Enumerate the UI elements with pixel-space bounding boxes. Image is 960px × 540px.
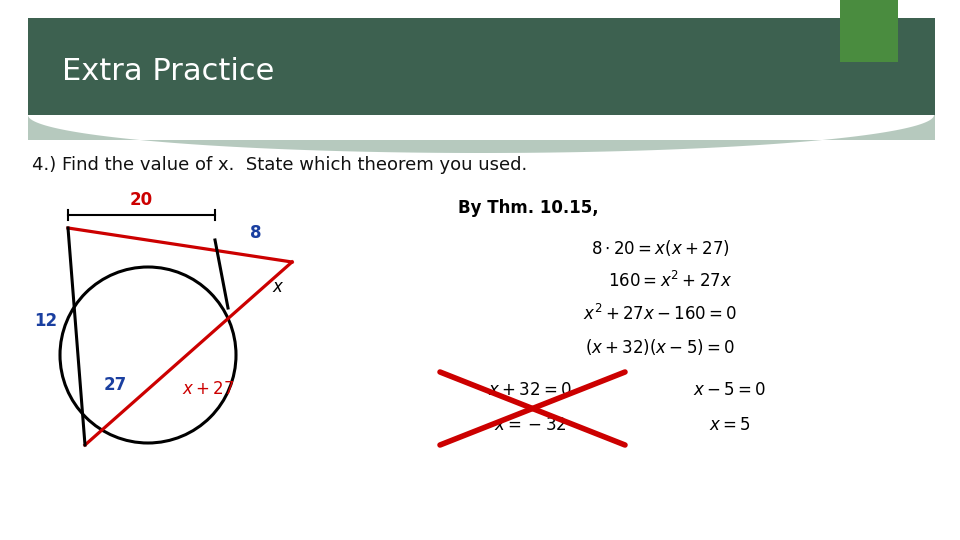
Text: 12: 12: [35, 313, 58, 330]
Text: $x^2 + 27x - 160 = 0$: $x^2 + 27x - 160 = 0$: [583, 304, 737, 324]
Text: $x + 27$: $x + 27$: [182, 380, 234, 397]
Text: $x = -32$: $x = -32$: [493, 416, 566, 434]
Text: $(x + 32)(x - 5) = 0$: $(x + 32)(x - 5) = 0$: [585, 337, 735, 357]
Polygon shape: [28, 115, 935, 153]
Text: By Thm. 10.15,: By Thm. 10.15,: [458, 199, 599, 217]
Text: 4.) Find the value of x.  State which theorem you used.: 4.) Find the value of x. State which the…: [32, 156, 527, 174]
Text: $x + 32 = 0$: $x + 32 = 0$: [488, 381, 572, 399]
Text: Extra Practice: Extra Practice: [62, 57, 275, 86]
Text: $x = 5$: $x = 5$: [709, 416, 751, 434]
Text: $x$: $x$: [272, 278, 284, 296]
Polygon shape: [28, 18, 935, 115]
Text: $160 = x^2 + 27x$: $160 = x^2 + 27x$: [608, 271, 732, 291]
Text: 20: 20: [130, 191, 153, 209]
Text: $8 \cdot 20 = x(x + 27)$: $8 \cdot 20 = x(x + 27)$: [590, 238, 730, 258]
Text: 8: 8: [250, 224, 261, 242]
Text: $x - 5 = 0$: $x - 5 = 0$: [693, 381, 767, 399]
Polygon shape: [840, 0, 898, 62]
Text: 27: 27: [104, 375, 127, 394]
